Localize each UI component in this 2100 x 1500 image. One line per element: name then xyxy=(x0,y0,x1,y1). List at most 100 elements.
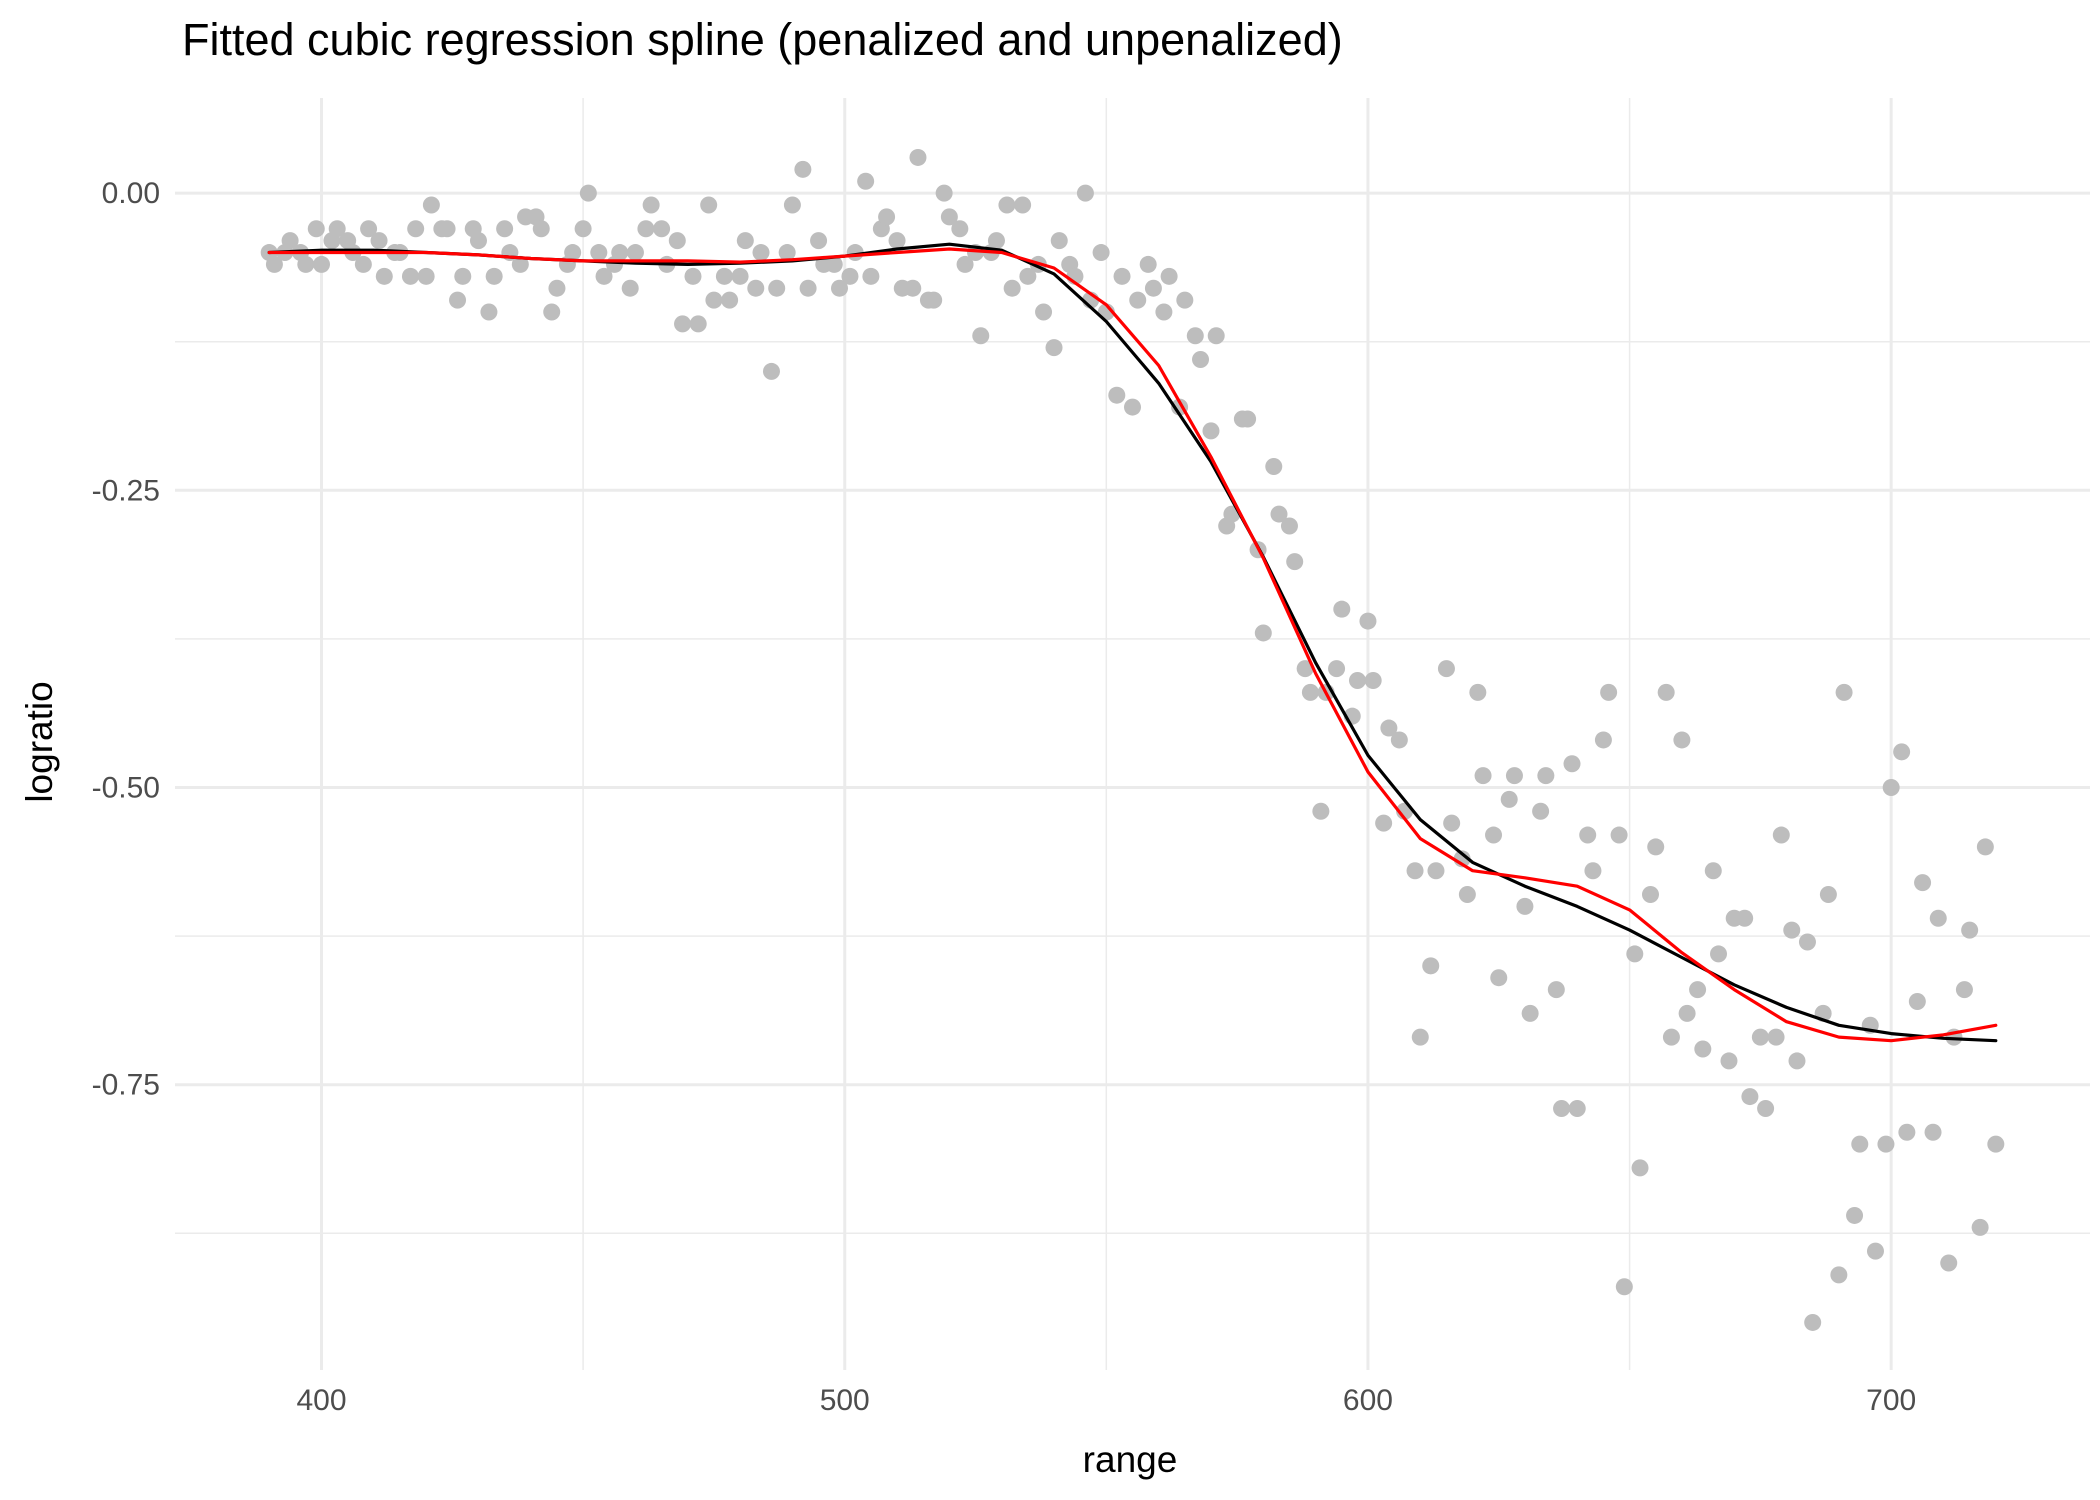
data-point xyxy=(768,279,786,297)
data-point xyxy=(1657,683,1675,701)
spline-lines xyxy=(267,242,1998,1043)
data-point xyxy=(574,220,592,238)
data-point xyxy=(810,232,828,250)
data-point xyxy=(1893,743,1911,761)
data-point xyxy=(783,196,801,214)
data-point xyxy=(1767,1028,1785,1046)
data-point xyxy=(1202,422,1220,440)
data-point xyxy=(637,220,655,238)
data-point xyxy=(370,232,388,250)
data-point xyxy=(1364,672,1382,690)
data-point xyxy=(1422,957,1440,975)
data-point xyxy=(1955,981,1973,999)
y-axis-title: logratio xyxy=(19,681,60,802)
data-point xyxy=(1500,790,1518,808)
x-tick-label: 700 xyxy=(1866,1384,1916,1417)
data-point xyxy=(1411,1028,1429,1046)
data-point xyxy=(736,232,754,250)
data-point xyxy=(1301,683,1319,701)
data-point xyxy=(1882,778,1900,796)
data-point xyxy=(438,220,456,238)
data-point xyxy=(1348,672,1366,690)
data-point xyxy=(1626,945,1644,963)
data-point xyxy=(1563,755,1581,773)
data-point xyxy=(1490,969,1508,987)
x-axis-title: range xyxy=(1083,1439,1178,1480)
data-point xyxy=(1783,921,1801,939)
data-point xyxy=(1328,660,1346,678)
data-point xyxy=(1594,731,1612,749)
data-point xyxy=(1139,255,1157,273)
data-point xyxy=(705,291,723,309)
data-point xyxy=(1610,826,1628,844)
data-point xyxy=(715,267,733,285)
data-point xyxy=(469,232,487,250)
y-tick-label: -0.25 xyxy=(92,474,160,507)
data-point xyxy=(778,244,796,262)
data-point xyxy=(407,220,425,238)
data-point xyxy=(1694,1040,1712,1058)
data-point xyxy=(548,279,566,297)
data-point xyxy=(1987,1135,2005,1153)
data-point xyxy=(1751,1028,1769,1046)
data-point xyxy=(653,220,671,238)
data-point xyxy=(1050,232,1068,250)
data-point xyxy=(1296,660,1314,678)
data-point xyxy=(998,196,1016,214)
data-point xyxy=(1678,1004,1696,1022)
data-point xyxy=(1631,1159,1649,1177)
data-point xyxy=(1333,600,1351,618)
data-point xyxy=(1866,1242,1884,1260)
data-point xyxy=(1239,410,1257,428)
data-point xyxy=(1437,660,1455,678)
data-point xyxy=(1280,517,1298,535)
data-point xyxy=(1160,267,1178,285)
data-point xyxy=(1798,933,1816,951)
data-point xyxy=(543,303,561,321)
data-point xyxy=(1720,1052,1738,1070)
data-point xyxy=(925,291,943,309)
x-tick-label: 400 xyxy=(296,1384,346,1417)
data-point xyxy=(668,232,686,250)
data-point xyxy=(700,196,718,214)
data-point xyxy=(1537,767,1555,785)
data-point xyxy=(1615,1278,1633,1296)
data-point xyxy=(1584,862,1602,880)
data-point xyxy=(1641,885,1659,903)
data-point xyxy=(1568,1099,1586,1117)
data-point xyxy=(1474,767,1492,785)
data-point xyxy=(1113,267,1131,285)
data-point xyxy=(972,327,990,345)
data-point xyxy=(590,244,608,262)
data-point xyxy=(747,279,765,297)
data-point xyxy=(297,255,315,273)
unpenalized-spline-line xyxy=(267,247,1998,1043)
data-point xyxy=(1003,279,1021,297)
data-point xyxy=(674,315,692,333)
data-point xyxy=(621,279,639,297)
data-point xyxy=(1019,267,1037,285)
data-point xyxy=(1516,897,1534,915)
data-point xyxy=(935,184,953,202)
data-point xyxy=(511,255,529,273)
data-point xyxy=(1736,909,1754,927)
data-point xyxy=(1129,291,1147,309)
data-point xyxy=(1772,826,1790,844)
data-point xyxy=(360,220,378,238)
data-point xyxy=(1741,1088,1759,1106)
data-point xyxy=(721,291,739,309)
data-point xyxy=(951,220,969,238)
data-point xyxy=(611,244,629,262)
data-point xyxy=(762,362,780,380)
data-point xyxy=(313,255,331,273)
data-point xyxy=(1673,731,1691,749)
data-point xyxy=(564,244,582,262)
data-point xyxy=(1045,339,1063,357)
data-point xyxy=(595,267,613,285)
data-point xyxy=(485,267,503,285)
data-point xyxy=(1144,279,1162,297)
data-point xyxy=(1547,981,1565,999)
data-point xyxy=(1521,1004,1539,1022)
data-point xyxy=(1505,767,1523,785)
